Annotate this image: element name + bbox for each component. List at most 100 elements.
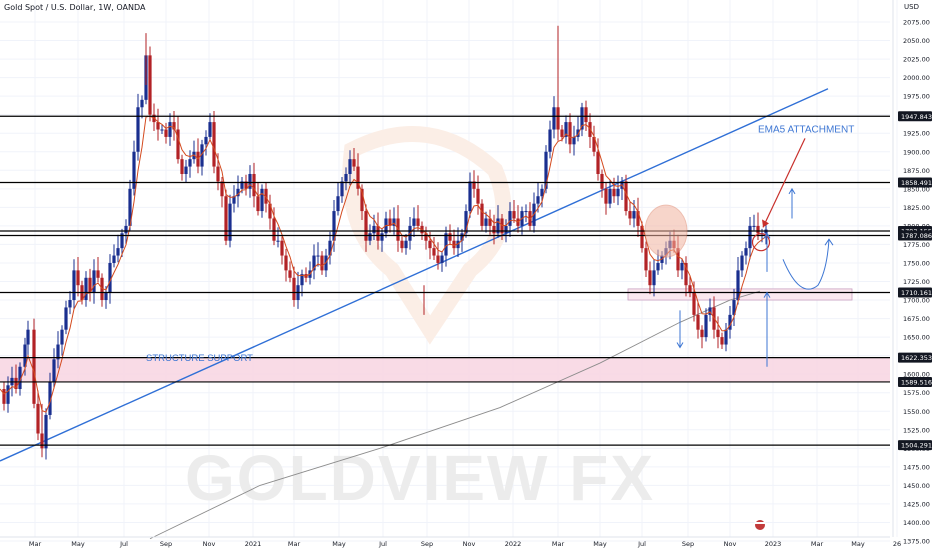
candle-body <box>512 211 516 219</box>
x-tick-label: 2021 <box>245 540 262 548</box>
candle-body <box>484 218 488 226</box>
currency-label: USD <box>904 3 919 11</box>
candle-body <box>644 248 648 271</box>
watermark-text: GOLDVIEW FX <box>185 442 655 514</box>
y-tick-label: 1600.00 <box>903 371 930 379</box>
candle-body <box>468 181 472 212</box>
up-arrow-head <box>763 291 771 298</box>
candle-body <box>236 188 240 197</box>
us-flag-stripe <box>755 522 765 524</box>
highlight-circle <box>644 204 688 258</box>
candle-body <box>44 414 48 449</box>
candle-body <box>648 270 652 286</box>
candle-body <box>18 366 22 390</box>
candle-body <box>2 389 6 404</box>
candle-body <box>132 151 136 189</box>
candle-body <box>624 181 628 212</box>
y-tick-label: 2075.00 <box>903 19 930 27</box>
candle-body <box>676 248 680 271</box>
candle-body <box>432 248 436 256</box>
candle-body <box>172 122 176 130</box>
price-badge-text: 1710.161 <box>901 289 932 297</box>
candle-body <box>688 285 692 293</box>
candle-body <box>580 107 584 130</box>
candle-body <box>268 203 272 219</box>
candle-body <box>224 196 228 241</box>
candle-body <box>476 188 480 204</box>
candle-body <box>612 188 616 197</box>
candle-body <box>616 188 620 197</box>
y-tick-label: 2050.00 <box>903 37 930 45</box>
candle-body <box>120 233 124 249</box>
candle-body <box>168 122 172 137</box>
candle-body <box>568 122 572 145</box>
candle-body <box>536 196 540 204</box>
candle-body <box>700 329 704 338</box>
candle-body <box>744 248 748 256</box>
candle-body <box>740 255 744 271</box>
candle-body <box>368 233 372 241</box>
y-tick-label: 1400.00 <box>903 519 930 527</box>
candle-body <box>328 240 332 256</box>
y-tick-label: 2025.00 <box>903 56 930 64</box>
candle-body <box>480 203 484 226</box>
candle-body <box>184 166 188 174</box>
down-arrow-head <box>676 342 684 349</box>
candle-body <box>416 218 420 226</box>
candle-body <box>640 225 644 249</box>
candle-body <box>452 240 456 249</box>
candle-body <box>272 218 276 241</box>
x-tick-label: Mar <box>552 540 565 548</box>
candle-body <box>628 211 632 219</box>
up-arrow-small-head <box>763 232 771 239</box>
y-tick-label: 1650.00 <box>903 334 930 342</box>
candle-body <box>488 218 492 226</box>
candle-body <box>464 211 468 234</box>
candle-body <box>604 188 608 204</box>
candle-body <box>256 196 260 212</box>
candle-body <box>216 166 220 182</box>
candle-body <box>736 270 740 301</box>
candle-body <box>124 225 128 234</box>
y-tick-label: 2000.00 <box>903 74 930 82</box>
x-tick-label: Sep <box>421 540 433 548</box>
y-tick-label: 1450.00 <box>903 482 930 490</box>
candle-body <box>280 240 284 256</box>
candle-body <box>232 196 236 204</box>
y-tick-label: 1525.00 <box>903 426 930 434</box>
candle-body <box>52 359 56 382</box>
x-tick-label: Sep <box>682 540 694 548</box>
candle-body <box>592 136 596 152</box>
candle-body <box>14 377 18 390</box>
x-tick-label: Sep <box>160 540 172 548</box>
candle-body <box>692 292 696 315</box>
x-tick-label: May <box>332 540 346 548</box>
candle-body <box>348 159 352 174</box>
candle-body <box>372 225 376 234</box>
candle-body <box>496 218 500 234</box>
y-tick-label: 1775.00 <box>903 241 930 249</box>
price-badge-text: 1504.291 <box>901 442 932 450</box>
x-tick-label: 2023 <box>765 540 782 548</box>
candle-body <box>56 344 60 360</box>
candle-body <box>208 122 212 137</box>
candle-body <box>176 129 180 160</box>
candle-body <box>76 270 80 286</box>
candle-body <box>264 188 268 204</box>
x-tick-label: Nov <box>724 540 737 548</box>
price-badge-text: 1787.086 <box>901 232 932 240</box>
candle-body <box>552 107 556 130</box>
candle-body <box>724 329 728 345</box>
candle-body <box>356 166 360 189</box>
x-tick-label: Jul <box>637 540 646 548</box>
candle-body <box>636 211 640 226</box>
x-tick-label: Mar <box>288 540 301 548</box>
x-tick-label: Nov <box>463 540 476 548</box>
projection-curve <box>782 239 830 290</box>
candle-body <box>544 151 548 189</box>
x-tick-label: Jul <box>378 540 387 548</box>
candle-body <box>48 381 52 415</box>
x-tick-label: Mar <box>811 540 824 548</box>
candle-body <box>376 225 380 241</box>
